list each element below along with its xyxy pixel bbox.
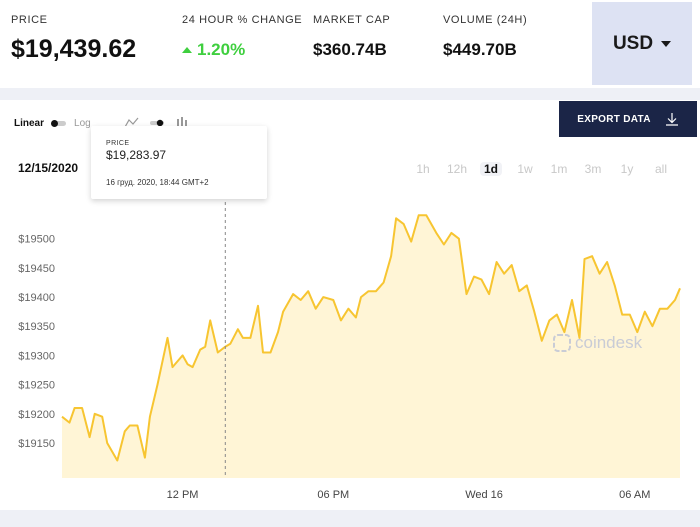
price-value: $19,439.62 xyxy=(11,35,137,63)
y-tick-label: $19250 xyxy=(18,380,55,392)
currency-dropdown[interactable]: USD xyxy=(592,2,692,85)
x-tick-label: 06 AM xyxy=(619,489,650,501)
range-1w[interactable]: 1w xyxy=(517,162,533,176)
change-stat: 24 HOUR % CHANGE 1.20% xyxy=(182,14,302,60)
price-line xyxy=(61,214,681,462)
download-icon xyxy=(665,113,678,126)
y-tick-label: $19350 xyxy=(18,321,55,333)
y-tick-label: $19500 xyxy=(18,234,55,246)
watermark-text: coindesk xyxy=(575,333,643,352)
x-tick-label: 12 PM xyxy=(167,489,199,501)
y-tick-label: $19150 xyxy=(18,438,55,450)
change-value-wrap: 1.20% xyxy=(182,40,302,60)
range-3m[interactable]: 3m xyxy=(584,162,602,176)
range-1h[interactable]: 1h xyxy=(416,162,430,176)
y-tick-label: $19200 xyxy=(18,409,55,421)
export-data-button[interactable]: EXPORT DATA xyxy=(559,101,697,137)
market-cap-stat: MARKET CAP $360.74B xyxy=(313,14,390,60)
x-tick-label: Wed 16 xyxy=(465,489,503,501)
tooltip-label: PRICE xyxy=(106,140,130,147)
chart-type-icons xyxy=(124,116,188,128)
y-tick-label: $19400 xyxy=(18,292,55,304)
change-value: 1.20% xyxy=(197,40,246,59)
volume-stat: VOLUME (24H) $449.70B xyxy=(443,14,527,60)
chevron-down-icon xyxy=(661,40,672,47)
y-tick-label: $19450 xyxy=(18,263,55,275)
range-selector: 1h 12h 1d 1w 1m 3m 1y all xyxy=(406,162,678,176)
export-data-label: EXPORT DATA xyxy=(577,113,651,125)
linear-label[interactable]: Linear xyxy=(14,118,45,129)
date-label: 12/15/2020 xyxy=(18,161,79,175)
price-chart[interactable]: $19150 $19200 $19250 $19300 $19350 $19400 $194… xyxy=(0,100,700,510)
tooltip-time: 16 груд. 2020, 18:44 GMT+2 xyxy=(106,178,209,187)
market-cap-label: MARKET CAP xyxy=(313,14,391,26)
up-arrow-icon xyxy=(182,47,192,53)
price-label: PRICE xyxy=(11,14,48,26)
toggle-icon[interactable] xyxy=(150,116,166,128)
stats-header: PRICE $19,439.62 24 HOUR % CHANGE 1.20% … xyxy=(0,0,700,88)
y-tick-label: $19300 xyxy=(18,350,55,362)
volume-label: VOLUME (24H) xyxy=(443,14,528,26)
range-1m[interactable]: 1m xyxy=(550,162,568,176)
price-stat: PRICE $19,439.62 xyxy=(11,14,136,64)
price-tooltip: PRICE $19,283.97 16 груд. 2020, 18:44 GM… xyxy=(91,126,267,199)
range-all[interactable]: all xyxy=(654,162,667,176)
candlestick-icon[interactable] xyxy=(176,116,188,128)
scale-toggle[interactable] xyxy=(51,120,67,127)
price-area-fill xyxy=(62,215,680,479)
x-tick-label: 06 PM xyxy=(317,489,349,501)
coindesk-watermark: coindesk xyxy=(553,333,642,353)
market-cap-value: $360.74B xyxy=(313,40,387,59)
range-1d[interactable]: 1d xyxy=(480,162,502,176)
tooltip-value: $19,283.97 xyxy=(106,148,167,162)
line-chart-icon[interactable] xyxy=(124,116,140,128)
change-label: 24 HOUR % CHANGE xyxy=(182,14,303,26)
range-12h[interactable]: 12h xyxy=(446,162,468,176)
coindesk-logo-icon xyxy=(553,334,571,352)
log-label[interactable]: Log xyxy=(74,118,91,129)
volume-value: $449.70B xyxy=(443,40,517,59)
range-1y[interactable]: 1y xyxy=(620,162,634,176)
currency-value: USD xyxy=(612,32,654,54)
scale-toggle-row: Linear Log xyxy=(14,118,91,129)
